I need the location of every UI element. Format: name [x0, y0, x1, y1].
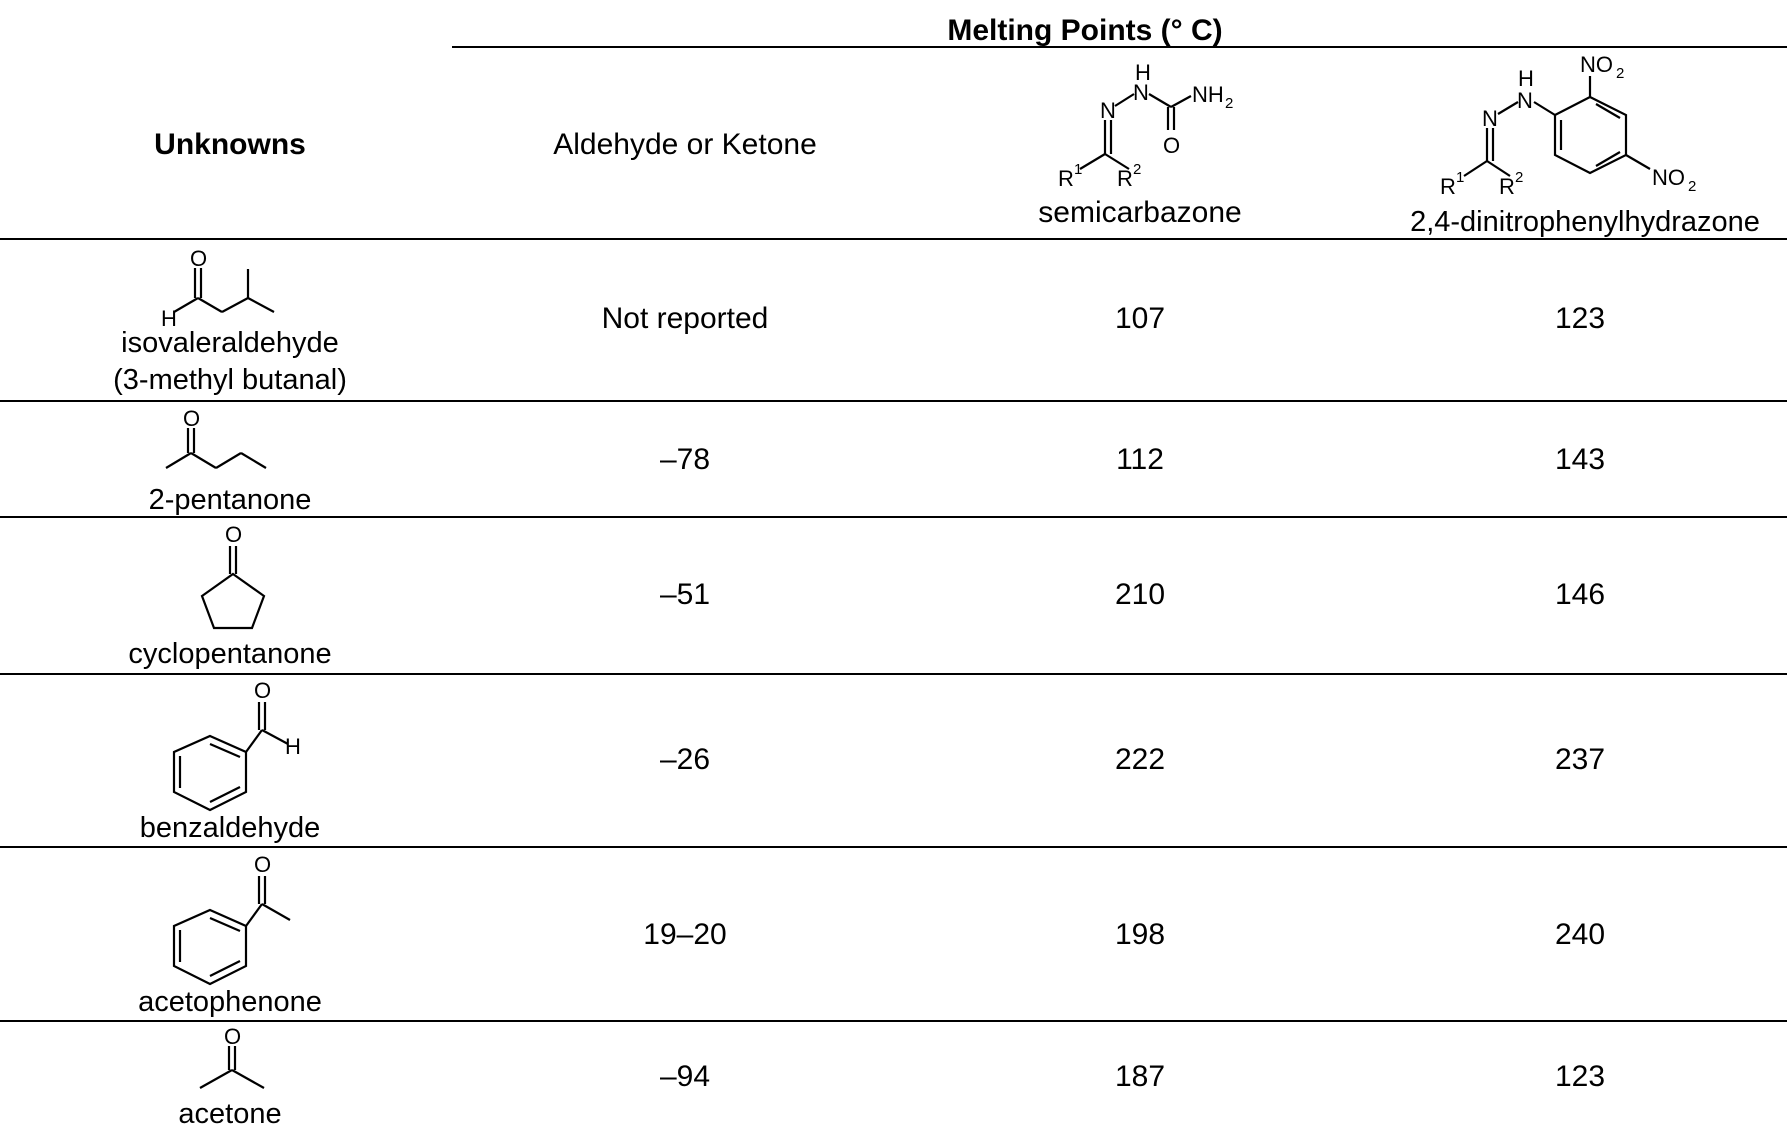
no2-right-subscript: 2: [1688, 178, 1696, 195]
2-pentanone-o-label: O: [183, 408, 200, 431]
row-acetone-name: acetone: [178, 1098, 282, 1130]
nh2-label: NH: [1192, 82, 1224, 107]
row-acetophenone-dnph-mp: 240: [1554, 918, 1606, 951]
melting-points-header: Melting Points (° C): [947, 14, 1223, 47]
nh-h-label: H: [1135, 60, 1151, 85]
row-benzaldehyde-dnph-mp: 237: [1554, 743, 1606, 776]
row-isovaleraldehyde-dnph-mp: 123: [1554, 302, 1606, 335]
row-cyclopentanone-name: cyclopentanone: [128, 638, 332, 670]
row-acetone-aldehyde-mp: –94: [659, 1060, 711, 1093]
aldehyde-ketone-header: Aldehyde or Ketone: [553, 128, 817, 161]
dnph-structure-icon: R 1 R 2 N N H NO 2 NO 2: [1440, 52, 1696, 199]
row-acetophenone-semicarbazone-mp: 198: [1114, 918, 1166, 951]
row-isovaleraldehyde-aldehyde-mp: Not reported: [601, 302, 769, 335]
row-divider: [0, 400, 1787, 402]
acetone-structure-icon: O: [199, 1024, 265, 1089]
row-cyclopentanone-aldehyde-mp: –51: [659, 578, 711, 611]
isovaleraldehyde-o-label: O: [190, 246, 207, 271]
header-bottom-rule: [0, 238, 1787, 240]
nh-n-label: N: [1133, 80, 1149, 105]
header-group-rule: [452, 46, 1787, 48]
row-benzaldehyde-name: benzaldehyde: [139, 812, 321, 844]
row-isovaleraldehyde-name: isovaleraldehyde: [121, 327, 339, 359]
dnph-nh-n-label: N: [1517, 88, 1533, 113]
row-divider: [0, 846, 1787, 848]
no2-right-label: NO: [1652, 165, 1685, 190]
n-label: N: [1100, 98, 1116, 123]
row-divider: [0, 1020, 1787, 1022]
cyclopentanone-structure-icon: O: [200, 522, 266, 630]
r1-label: R: [1058, 166, 1074, 191]
cyclopentanone-o-label: O: [225, 522, 242, 547]
dnph-nh-h-label: H: [1518, 66, 1534, 91]
acetophenone-o-label: O: [254, 852, 271, 877]
isovaleraldehyde-structure-icon: O H: [161, 246, 275, 328]
row-acetone-semicarbazone-mp: 187: [1114, 1060, 1166, 1093]
benzaldehyde-structure-icon: O H: [172, 678, 301, 812]
row-benzaldehyde-aldehyde-mp: –26: [659, 743, 711, 776]
acetone-o-label: O: [224, 1024, 241, 1049]
carbonyl-o-label: O: [1163, 133, 1180, 158]
semicarbazone-header: semicarbazone: [1038, 196, 1242, 229]
row-acetone-dnph-mp: 123: [1554, 1060, 1606, 1093]
row-isovaleraldehyde-alt-name: (3-methyl butanal): [113, 364, 347, 396]
no2-top-label: NO: [1580, 52, 1613, 77]
dnph-r1-label: R: [1440, 174, 1456, 199]
row-2-pentanone-dnph-mp: 143: [1554, 443, 1606, 476]
no2-top-subscript: 2: [1616, 65, 1624, 82]
benzaldehyde-h-label: H: [285, 734, 301, 759]
dnph-r2-superscript: 2: [1515, 169, 1523, 186]
isovaleraldehyde-h-label: H: [161, 306, 177, 328]
row-benzaldehyde-semicarbazone-mp: 222: [1114, 743, 1166, 776]
row-cyclopentanone-semicarbazone-mp: 210: [1114, 578, 1166, 611]
unknowns-header: Unknowns: [154, 128, 306, 161]
row-cyclopentanone-dnph-mp: 146: [1554, 578, 1606, 611]
row-2-pentanone-semicarbazone-mp: 112: [1116, 443, 1164, 476]
benzaldehyde-o-label: O: [254, 678, 271, 703]
r2-label: R: [1117, 166, 1133, 191]
row-isovaleraldehyde-semicarbazone-mp: 107: [1114, 302, 1166, 335]
dnph-r2-label: R: [1499, 174, 1515, 199]
row-divider: [0, 516, 1787, 518]
dnph-r1-superscript: 1: [1456, 169, 1464, 186]
dnph-n-label: N: [1482, 106, 1498, 131]
row-2-pentanone-aldehyde-mp: –78: [659, 443, 711, 476]
row-acetophenone-name: acetophenone: [138, 986, 322, 1018]
acetophenone-structure-icon: O: [172, 852, 291, 986]
semicarbazone-structure-icon: R 1 R 2 N N H NH 2 O: [1058, 60, 1233, 191]
2-pentanone-structure-icon: O: [165, 408, 267, 469]
r1-superscript: 1: [1074, 161, 1082, 178]
row-acetophenone-aldehyde-mp: 19–20: [643, 918, 727, 951]
r2-superscript: 2: [1133, 161, 1141, 178]
nh2-subscript: 2: [1225, 95, 1233, 112]
row-divider: [0, 673, 1787, 675]
dnph-header: 2,4-dinitrophenylhydrazone: [1410, 206, 1760, 238]
row-2-pentanone-name: 2-pentanone: [148, 484, 312, 516]
